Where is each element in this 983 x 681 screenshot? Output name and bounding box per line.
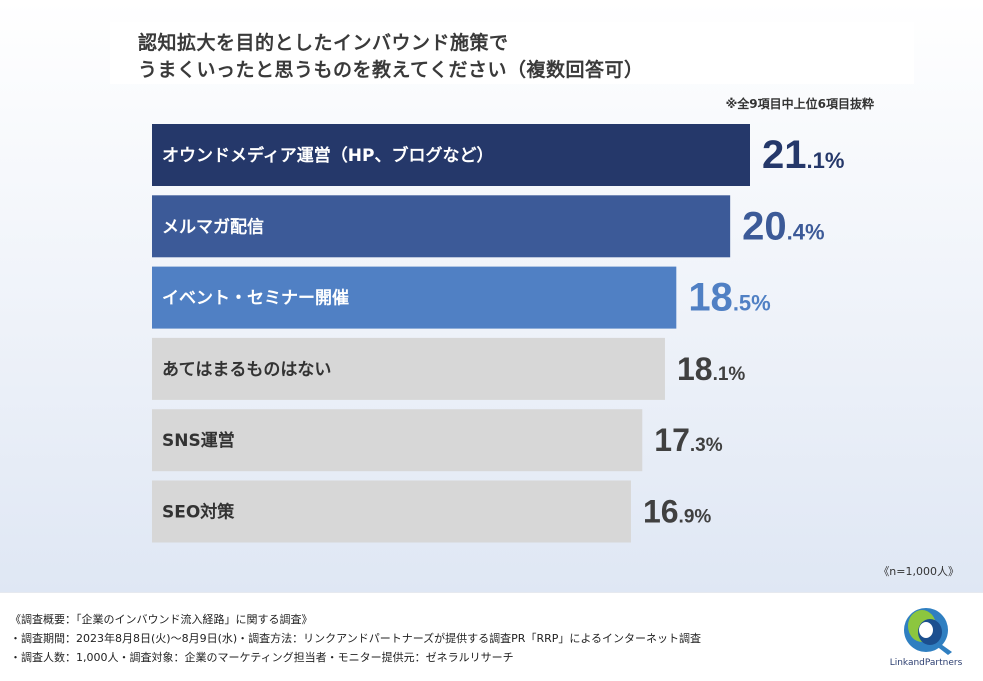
category-label-4: あてはまるものはない <box>162 360 331 380</box>
value-label-2: 20.4% <box>742 204 824 248</box>
bar-4 <box>152 337 665 400</box>
bar-3 <box>152 266 677 329</box>
bar-6 <box>152 480 631 543</box>
logo-text: LinkandPartners <box>889 658 963 668</box>
footer-line-1: 《調査概要：「企業のインバウンド流入経路」に関する調査》 <box>10 613 313 626</box>
sample-size-note: 《n=1,000人》 <box>878 565 959 578</box>
category-label-1: オウンドメディア運営（HP、ブログなど） <box>162 145 494 166</box>
bar-1 <box>152 124 750 186</box>
company-logo: LinkandPartners <box>886 602 966 672</box>
category-label-3: イベント・セミナー開催 <box>162 288 349 309</box>
category-label-6: SEO対策 <box>162 502 235 523</box>
footer-line-3: ・調査人数：1,000人・調査対象：企業のマーケティング担当者・モニター提供元：… <box>10 651 514 664</box>
value-label-1: 21.1% <box>762 133 844 177</box>
category-label-2: メルマガ配信 <box>162 216 264 237</box>
survey-footer: 《調査概要：「企業のインバウンド流入経路」に関する調査》 ・調査期間：2023年… <box>0 592 983 681</box>
bar-5 <box>152 409 643 472</box>
value-label-4: 18.1% <box>677 351 745 387</box>
excerpt-note: ※全9項目中上位6項目抜粋 <box>725 97 874 111</box>
chart-title-line1: 認知拡大を目的としたインバウンド施策で <box>138 32 509 54</box>
value-label-6: 16.9% <box>643 494 711 530</box>
bar-2 <box>152 195 731 258</box>
title-box: 認知拡大を目的としたインバウンド施策で うまくいったと思うものを教えてください（… <box>110 22 914 84</box>
logo-icon <box>904 608 952 655</box>
value-label-5: 17.3% <box>654 422 722 458</box>
bar-chart: オウンドメディア運営（HP、ブログなど） 21.1% メルマガ配信 20.4% イベント… <box>152 124 844 543</box>
chart-title-line2: うまくいったと思うものを教えてください（複数回答可） <box>138 59 644 81</box>
value-label-3: 18.5% <box>688 276 770 320</box>
category-label-5: SNS運営 <box>162 430 235 451</box>
footer-line-2: ・調査期間：2023年8月8日(火)〜8月9日(水)・調査方法：リンクアンドパー… <box>10 632 702 645</box>
